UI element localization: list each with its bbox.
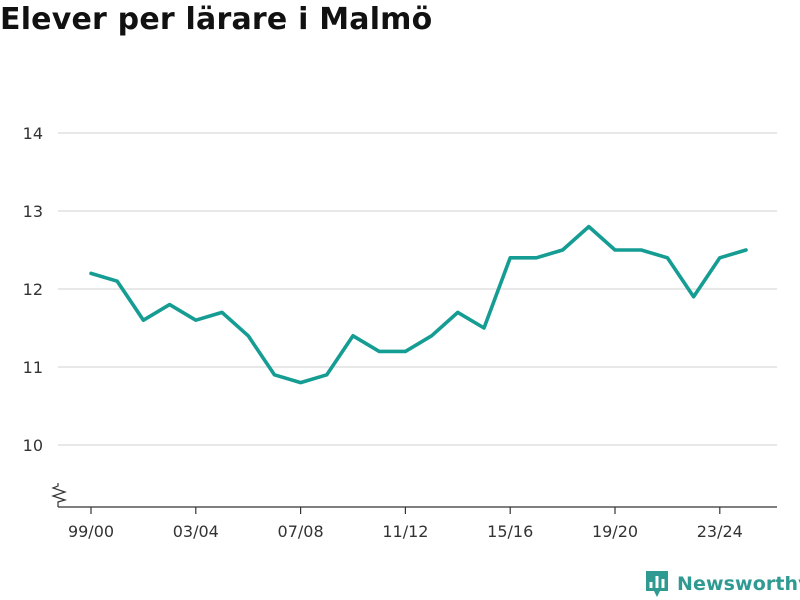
y-tick-label: 12 (23, 280, 43, 299)
y-tick-labels: 10 11 12 13 14 (23, 124, 43, 455)
x-tick-label: 03/04 (173, 522, 219, 541)
y-tick-label: 10 (23, 436, 43, 455)
y-tick-label: 13 (23, 202, 43, 221)
y-tick-label: 14 (23, 124, 43, 143)
series-layer (89, 224, 748, 385)
x-tick-label: 07/08 (278, 522, 324, 541)
axis-break-icon (51, 483, 68, 507)
x-tick-label: 23/24 (697, 522, 743, 541)
y-tick-label: 11 (23, 358, 43, 377)
x-tick-label: 11/12 (382, 522, 428, 541)
x-ticks: 99/00 03/04 07/08 11/12 15/16 19/20 23/24 (68, 507, 743, 541)
x-tick-label: 15/16 (487, 522, 533, 541)
brand-name: Newsworthy (677, 573, 800, 595)
x-tick-label: 99/00 (68, 522, 114, 541)
x-tick-label: 19/20 (592, 522, 638, 541)
newsworthy-logo: Newsworthy (644, 568, 800, 600)
series-line (89, 224, 748, 385)
gridlines (58, 132, 777, 446)
axes (51, 483, 777, 508)
newsworthy-icon (646, 571, 668, 597)
chart-title: Elever per lärare i Malmö (0, 2, 433, 37)
